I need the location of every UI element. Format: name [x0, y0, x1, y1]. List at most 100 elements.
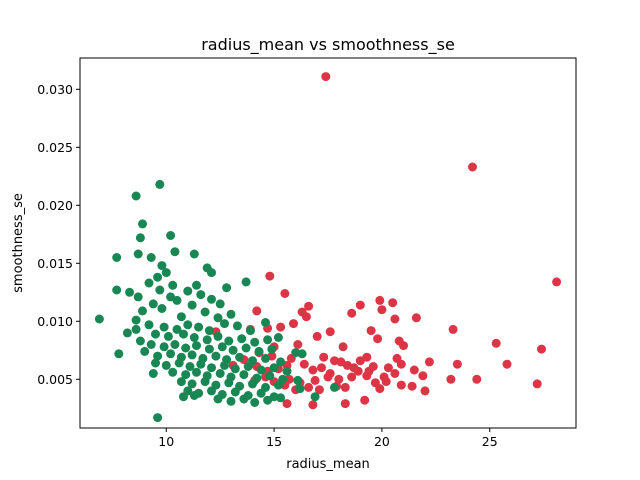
scatter-point-s1-80 [187, 350, 197, 360]
scatter-point-s1-56 [202, 335, 212, 345]
scatter-point-s1-61 [263, 335, 273, 345]
scatter-point-s1-128 [230, 387, 240, 397]
scatter-point-s0-65 [407, 381, 417, 391]
scatter-point-s1-39 [131, 315, 141, 325]
scatter-point-s1-66 [170, 340, 180, 349]
scatter-point-s0-90 [362, 352, 372, 362]
scatter-point-s0-14 [390, 314, 400, 324]
scatter-point-s1-75 [114, 349, 124, 359]
scatter-point-s1-92 [174, 358, 184, 368]
scatter-point-s1-137 [250, 398, 260, 407]
scatter-point-s1-25 [196, 290, 206, 300]
scatter-point-s0-95 [325, 369, 335, 378]
scatter-point-s0-7 [355, 300, 365, 310]
scatter-point-s1-43 [183, 320, 193, 330]
scatter-point-s1-54 [179, 329, 188, 339]
x-axis-label: radius_mean [286, 457, 370, 472]
scatter-point-s1-2 [138, 219, 147, 229]
scatter-point-s1-120 [248, 379, 257, 389]
scatter-point-s0-88 [319, 352, 329, 362]
scatter-point-s1-68 [192, 341, 201, 351]
scatter-point-s1-18 [192, 280, 201, 290]
scatter-point-s0-64 [396, 380, 406, 390]
scatter-point-s1-74 [267, 344, 277, 354]
scatter-point-s0-18 [276, 322, 286, 332]
scatter-point-s1-72 [241, 343, 251, 353]
scatter-point-s1-62 [273, 333, 283, 342]
scatter-point-s1-70 [217, 342, 227, 352]
scatter-point-s0-35 [452, 359, 462, 369]
scatter-point-s1-33 [215, 299, 225, 309]
scatter-point-s0-80 [282, 399, 292, 409]
y-ticks: 0.005 0.010 0.015 0.020 0.025 0.030 [37, 82, 80, 387]
scatter-point-s1-97 [230, 364, 240, 374]
scatter-point-s1-21 [125, 287, 135, 297]
scatter-point-s1-123 [295, 384, 305, 394]
scatter-point-s0-0 [321, 72, 331, 82]
scatter-point-s0-79 [308, 400, 318, 410]
scatter-point-s1-49 [261, 318, 270, 327]
points-layer [94, 72, 562, 423]
scatter-point-s1-84 [235, 352, 245, 362]
scatter-point-s1-31 [157, 304, 167, 313]
scatter-point-s0-51 [418, 371, 428, 381]
scatter-point-s1-86 [261, 353, 270, 363]
scatter-point-s0-40 [317, 363, 326, 373]
scatter-point-s1-16 [168, 280, 178, 290]
scatter-point-s0-69 [420, 386, 430, 396]
scatter-point-s0-70 [375, 384, 385, 394]
x-tick-label: 25 [482, 434, 498, 449]
scatter-point-s0-9 [252, 306, 262, 316]
scatter-point-s1-50 [122, 328, 132, 338]
scatter-point-s1-113 [293, 375, 303, 385]
scatter-point-s0-55 [334, 374, 344, 384]
scatter-point-s1-17 [112, 285, 122, 295]
scatter-point-s0-48 [383, 363, 393, 373]
x-tick-label: 10 [158, 434, 174, 449]
scatter-point-s0-77 [360, 395, 370, 405]
scatter-point-s1-122 [273, 380, 283, 390]
x-ticks: 10 15 20 25 [158, 428, 498, 449]
scatter-point-s0-91 [392, 353, 402, 363]
scatter-point-s1-140 [310, 392, 320, 402]
scatter-point-s1-133 [189, 391, 199, 400]
scatter-point-s1-94 [196, 359, 206, 369]
scatter-point-s1-24 [183, 286, 193, 296]
scatter-point-s1-93 [185, 362, 195, 371]
scatter-point-s0-10 [280, 289, 290, 298]
scatter-point-s1-9 [133, 249, 143, 259]
scatter-point-s1-100 [269, 363, 279, 373]
scatter-point-s1-89 [297, 349, 307, 359]
scatter-point-s1-22 [133, 292, 143, 302]
scatter-point-s1-42 [172, 324, 182, 334]
scatter-point-s1-69 [204, 344, 214, 354]
scatter-point-s1-53 [163, 331, 173, 341]
scatter-point-s1-32 [138, 306, 147, 316]
scatter-point-s0-67 [472, 374, 482, 384]
scatter-point-s1-135 [226, 396, 236, 406]
scatter-point-s0-54 [347, 372, 357, 382]
scatter-point-s0-93 [364, 366, 374, 376]
scatter-point-s1-6 [146, 253, 156, 262]
scatter-point-s1-73 [254, 346, 264, 356]
scatter-point-s1-82 [211, 351, 221, 361]
scatter-point-s1-38 [94, 314, 104, 324]
scatter-point-s1-12 [207, 268, 216, 278]
scatter-point-s0-8 [347, 308, 357, 318]
scatter-point-s0-25 [373, 334, 383, 344]
scatter-point-s0-22 [366, 326, 376, 336]
scatter-point-s1-67 [181, 343, 191, 353]
scatter-point-s1-58 [224, 336, 234, 346]
scatter-point-s1-34 [226, 309, 236, 319]
scatter-point-s1-130 [256, 388, 266, 398]
y-tick-label: 0.010 [37, 314, 73, 329]
scatter-point-s1-141 [330, 382, 339, 392]
scatter-point-s1-0 [155, 179, 165, 189]
scatter-point-s0-94 [379, 372, 389, 382]
scatter-point-s1-7 [189, 249, 199, 259]
scatter-point-s0-78 [340, 399, 350, 409]
scatter-point-s1-40 [144, 320, 154, 330]
scatter-point-s1-57 [213, 331, 223, 341]
